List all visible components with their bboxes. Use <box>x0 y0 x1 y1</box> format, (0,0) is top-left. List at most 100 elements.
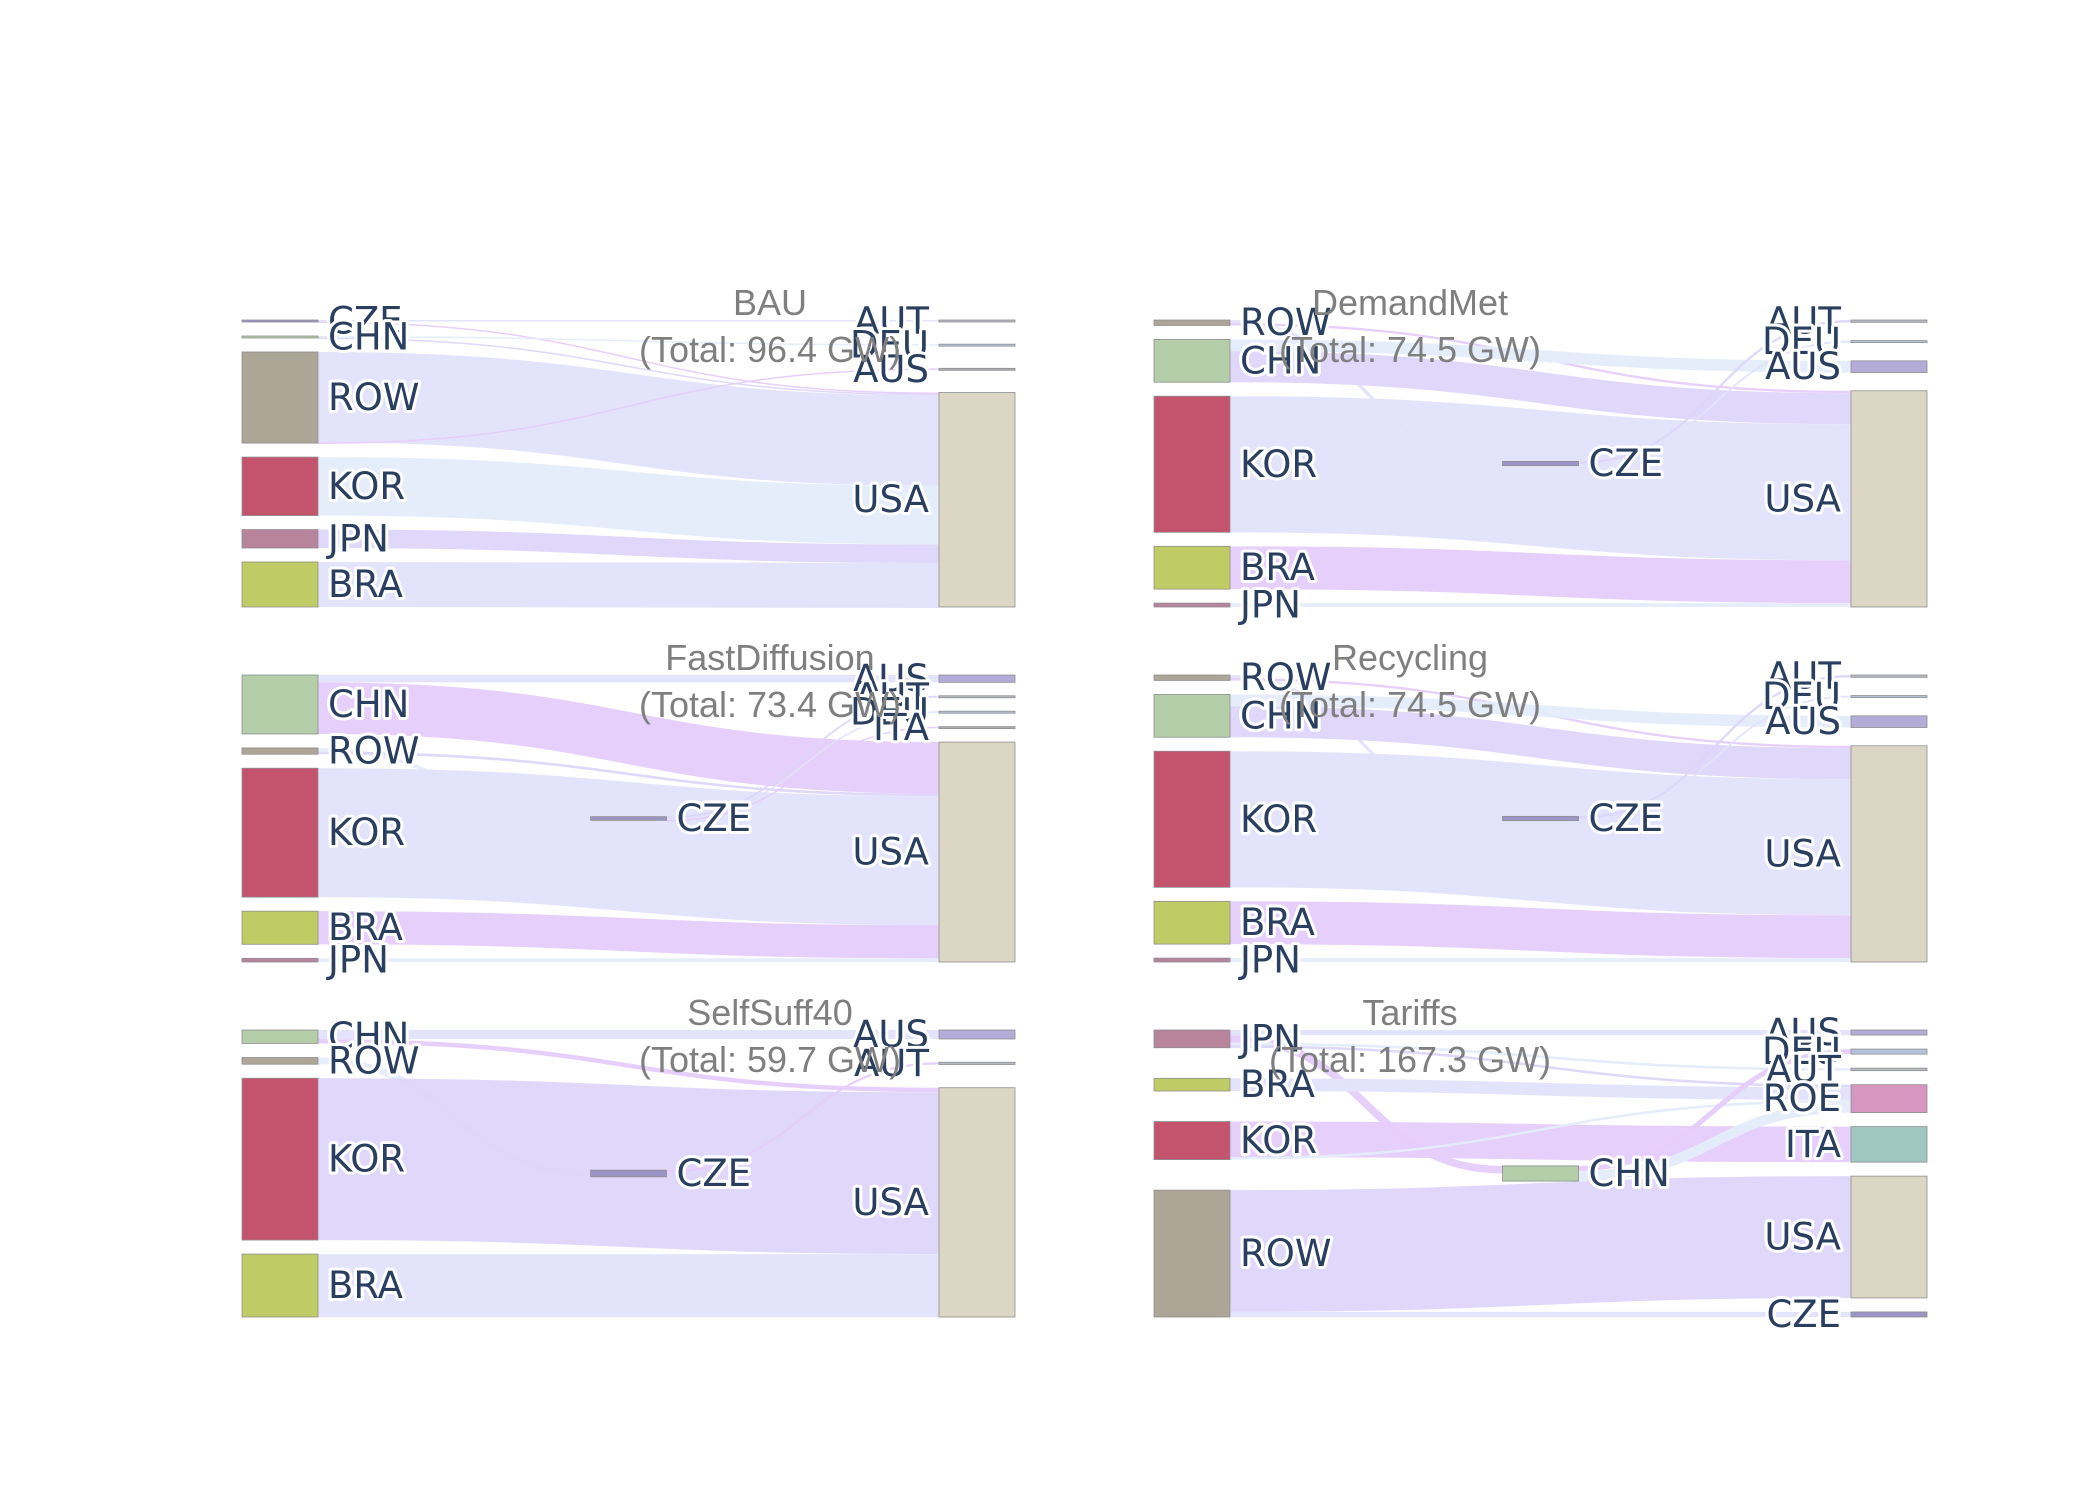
sankey-node-aus <box>1850 1029 1928 1036</box>
sankey-node-label-bra: BRA <box>1240 901 1315 944</box>
sankey-node-label-usa: USA <box>852 831 929 874</box>
sankey-node-label-jpn: JPN <box>326 939 389 982</box>
sankey-node-bra <box>1153 1077 1231 1092</box>
sankey-node-label-cze: CZE <box>328 300 403 343</box>
sankey-node-aut <box>938 1061 1016 1065</box>
sankey-node-label-aut: AUT <box>854 675 929 718</box>
sankey-node-jpn <box>1153 957 1231 963</box>
sankey-node-ita <box>1850 1126 1928 1163</box>
sankey-node-jpn <box>1153 1029 1231 1049</box>
sankey-node-label-aus: AUS <box>853 1013 929 1056</box>
sankey-node-label-aus: AUS <box>1765 345 1841 388</box>
sankey-node-label-ita: ITA <box>873 706 929 749</box>
sankey-node-usa <box>1850 390 1928 608</box>
sankey-node-kor <box>241 456 319 517</box>
sankey-node-row <box>241 1057 319 1065</box>
sankey-node-aut <box>1850 674 1928 678</box>
sankey-node-label-cze: CZE <box>1589 797 1664 840</box>
sankey-node-label-aut: AUT <box>854 300 929 343</box>
sankey-link-kor-usa <box>317 457 940 545</box>
sankey-link-cze-ita <box>666 726 940 822</box>
sankey-node-label-kor: KOR <box>1240 1119 1317 1162</box>
sankey-node-label-ita: ITA <box>1785 1123 1841 1166</box>
panel-title: Recycling <box>1332 637 1488 678</box>
sankey-node-label-cze: CZE <box>677 797 752 840</box>
sankey-node-label-deu: DEU <box>850 324 929 367</box>
sankey-node-label-row: ROW <box>328 730 419 773</box>
sankey-node-chn <box>241 674 319 735</box>
panel-title: FastDiffusion <box>665 637 874 678</box>
sankey-node-label-deu: DEU <box>1762 675 1841 718</box>
sankey-node-label-chn: CHN <box>328 1015 409 1058</box>
sankey-links <box>317 319 940 608</box>
panel-subtitle: (Total: 73.4 GW) <box>639 684 901 725</box>
sankey-node-label-cze: CZE <box>1589 442 1664 485</box>
sankey-node-aus <box>938 674 1016 683</box>
sankey-node-jpn <box>241 957 319 963</box>
sankey-node-bra <box>241 561 319 608</box>
sankey-node-jpn <box>241 529 319 549</box>
sankey-node-label-kor: KOR <box>328 811 405 854</box>
sankey-node-label-row: ROW <box>328 376 419 419</box>
sankey-link-chn-aus <box>1229 339 1852 373</box>
sankey-links <box>1229 675 1852 963</box>
sankey-node-label-chn: CHN <box>328 683 409 726</box>
sankey-links <box>1229 320 1852 608</box>
panel-subtitle: (Total: 59.7 GW) <box>639 1039 901 1080</box>
sankey-link-chn-deu <box>1578 1049 1852 1171</box>
sankey-node-bra <box>241 1253 319 1318</box>
sankey-link-chn-usa <box>1229 706 1852 780</box>
sankey-node-chn <box>241 1029 319 1044</box>
sankey-node-label-deu: DEU <box>1762 1030 1841 1073</box>
sankey-link-bra-usa <box>317 561 940 608</box>
sankey-node-label-cze: CZE <box>1766 1293 1841 1336</box>
sankey-node-label-row: ROW <box>1240 1232 1331 1275</box>
sankey-node-usa <box>938 392 1016 608</box>
sankey-link-bra-usa <box>1229 546 1852 604</box>
sankey-link-cze-deu <box>666 711 940 820</box>
sankey-node-row <box>1153 1189 1231 1318</box>
sankey-node-label-aut: AUT <box>1766 655 1841 698</box>
sankey-node-usa <box>938 1087 1016 1318</box>
sankey-link-jpn-usa <box>317 529 940 563</box>
sankey-node-label-aut: AUT <box>1766 1048 1841 1091</box>
sankey-node-label-aut: AUT <box>854 1042 929 1085</box>
sankey-link-kor-roe <box>1229 1099 1852 1160</box>
sankey-node-aus <box>1850 715 1928 728</box>
sankey-node-label-chn: CHN <box>1240 694 1321 737</box>
sankey-link-jpn-aut <box>1229 1042 1852 1071</box>
sankey-node-aut <box>1850 1067 1928 1072</box>
sankey-node-kor <box>1153 395 1231 533</box>
sankey-node-label-usa: USA <box>1764 477 1841 520</box>
sankey-node-row <box>1153 674 1231 681</box>
panel-subtitle: (Total: 74.5 GW) <box>1279 684 1541 725</box>
sankey-node-label-aus: AUS <box>1765 700 1841 743</box>
sankey-node-jpn <box>1153 602 1231 608</box>
sankey-node-aut <box>938 695 1016 699</box>
sankey-node-label-row: ROW <box>328 1039 419 1082</box>
sankey-node-label-kor: KOR <box>328 465 405 508</box>
panel-subtitle: (Total: 96.4 GW) <box>639 329 901 370</box>
sankey-node-usa <box>1850 745 1928 963</box>
sankey-node-row <box>241 747 319 755</box>
sankey-node-cze <box>1502 815 1579 822</box>
sankey-link-chn-usa <box>1229 351 1852 425</box>
sankey-node-cze <box>241 319 319 323</box>
sankey-node-label-aus: AUS <box>1765 1011 1841 1054</box>
sankey-node-aut <box>938 319 1016 323</box>
sankey-node-roe <box>1850 1084 1928 1114</box>
sankey-link-chn-usa <box>317 1038 940 1093</box>
sankey-node-kor <box>1153 750 1231 888</box>
sankey-link-row-aus <box>317 368 940 444</box>
sankey-node-aus <box>1850 360 1928 373</box>
sankey-node-label-jpn: JPN <box>326 517 389 560</box>
sankey-node-label-jpn: JPN <box>1238 1017 1301 1060</box>
sankey-link-cze-aut <box>1578 675 1852 819</box>
panel-title: BAU <box>733 282 807 323</box>
